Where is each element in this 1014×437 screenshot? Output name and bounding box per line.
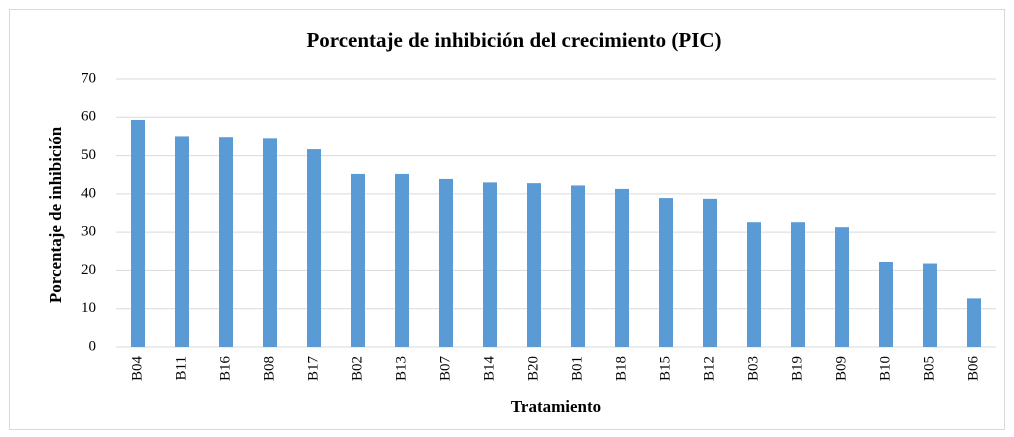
x-tick-label: B19 bbox=[789, 356, 805, 381]
x-tick-label: B02 bbox=[349, 356, 365, 381]
x-tick-label: B13 bbox=[393, 356, 409, 381]
bar bbox=[615, 188, 629, 347]
bar bbox=[923, 263, 937, 347]
bar bbox=[395, 173, 409, 347]
y-tick-label: 70 bbox=[81, 70, 96, 86]
y-tick-label: 60 bbox=[81, 109, 96, 125]
x-tick-label: B15 bbox=[657, 356, 673, 381]
x-tick-label: B20 bbox=[525, 356, 541, 381]
bar bbox=[351, 173, 365, 347]
x-tick-label: B03 bbox=[745, 356, 761, 381]
bar bbox=[791, 222, 805, 347]
x-tick-label: B10 bbox=[877, 356, 893, 381]
chart-frame bbox=[9, 9, 1005, 430]
x-tick-label: B12 bbox=[701, 356, 717, 381]
y-tick-label: 0 bbox=[89, 338, 97, 354]
chart-title: Porcentaje de inhibición del crecimiento… bbox=[306, 28, 721, 52]
x-tick-label: B04 bbox=[129, 356, 145, 382]
bar bbox=[659, 198, 673, 347]
bar bbox=[967, 298, 981, 347]
x-tick-label: B14 bbox=[481, 356, 497, 382]
y-tick-label: 30 bbox=[81, 224, 96, 240]
x-tick-label: B09 bbox=[833, 356, 849, 381]
bar bbox=[879, 262, 893, 347]
bar bbox=[835, 227, 849, 347]
x-tick-label: B08 bbox=[261, 356, 277, 381]
bar bbox=[571, 185, 585, 347]
bar bbox=[527, 183, 541, 347]
x-tick-label: B01 bbox=[569, 356, 585, 381]
x-tick-label: B05 bbox=[921, 356, 937, 381]
x-tick-label: B18 bbox=[613, 356, 629, 381]
x-tick-label: B07 bbox=[437, 356, 453, 382]
x-tick-label: B06 bbox=[965, 356, 981, 382]
bar bbox=[483, 182, 497, 347]
bar bbox=[131, 119, 145, 347]
bar bbox=[439, 178, 453, 347]
bar bbox=[263, 138, 277, 347]
y-axis-title: Porcentaje de inhibición bbox=[46, 126, 65, 303]
bar bbox=[307, 149, 321, 347]
x-tick-label: B11 bbox=[173, 356, 189, 380]
y-tick-label: 40 bbox=[81, 185, 96, 201]
bar bbox=[219, 137, 233, 347]
bar bbox=[703, 198, 717, 347]
bar bbox=[175, 136, 189, 347]
y-tick-label: 20 bbox=[81, 262, 96, 278]
y-tick-label: 10 bbox=[81, 300, 96, 316]
x-tick-label: B17 bbox=[305, 356, 321, 382]
x-tick-label: B16 bbox=[217, 356, 233, 382]
bar bbox=[747, 222, 761, 347]
y-tick-label: 50 bbox=[81, 147, 96, 163]
x-axis-title: Tratamiento bbox=[511, 397, 601, 416]
